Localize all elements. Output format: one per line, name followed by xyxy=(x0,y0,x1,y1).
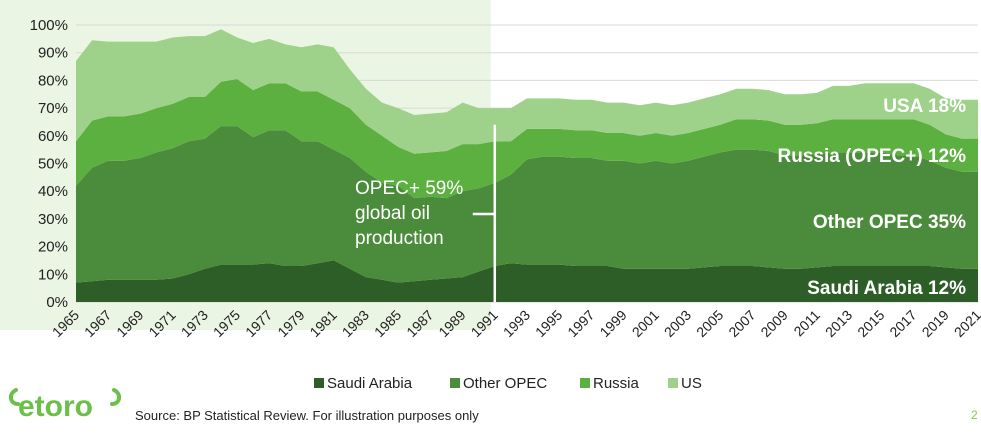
x-tick-label: 2007 xyxy=(725,307,758,340)
legend-swatch xyxy=(314,378,324,388)
x-tick-label: 1993 xyxy=(500,307,533,340)
x-tick-label: 2021 xyxy=(951,307,981,340)
opec-plus-annotation: OPEC+ 59% xyxy=(355,178,463,199)
legend-swatch xyxy=(450,378,460,388)
x-tick-label: 1997 xyxy=(564,307,597,340)
stacked-areas xyxy=(76,29,978,302)
opec-plus-annotation: global oil xyxy=(355,203,430,224)
x-tick-label: 1999 xyxy=(596,307,629,340)
y-axis-ticks: 0% 10% 20% 30% 40% 50% 60% 70% 80% 90% 100% xyxy=(30,17,68,311)
x-tick-label: 2011 xyxy=(790,307,823,340)
x-tick-label: 2017 xyxy=(886,307,919,340)
logo-text: etoro xyxy=(18,390,93,423)
share-annotation: USA 18% xyxy=(883,96,966,117)
logo-left-horn xyxy=(9,388,20,406)
area-russia xyxy=(76,79,978,199)
y-tick-label: 20% xyxy=(38,239,68,256)
legend-label: Russia xyxy=(593,375,640,392)
x-tick-label: 2019 xyxy=(919,307,952,340)
opec-plus-annotation: production xyxy=(355,228,444,249)
logo-right-horn xyxy=(110,388,121,406)
y-tick-label: 80% xyxy=(38,72,68,89)
x-tick-label: 2015 xyxy=(854,307,887,340)
legend-label: Saudi Arabia xyxy=(327,375,413,392)
share-annotation: Saudi Arabia 12% xyxy=(807,278,966,299)
source-note: Source: BP Statistical Review. For illus… xyxy=(135,408,479,423)
legend-label: US xyxy=(681,375,702,392)
share-annotation: Other OPEC 35% xyxy=(813,212,966,233)
annotations: OPEC+ 59% global oil production USA 18% Russ… xyxy=(355,96,966,299)
x-tick-label: 2003 xyxy=(661,307,694,340)
oil-production-chart: 0%10%20%30%40%50%60%70%80%90%100% 196519… xyxy=(0,0,981,392)
share-annotation: Russia (OPEC+) 12% xyxy=(778,146,967,167)
etoro-logo: etoro xyxy=(9,388,121,423)
area-us xyxy=(76,29,978,154)
y-tick-label: 40% xyxy=(38,183,68,200)
legend: Saudi Arabia Other OPEC Russia US xyxy=(314,375,702,392)
page-number: 2 xyxy=(971,408,978,422)
y-tick-label: 90% xyxy=(38,45,68,62)
x-tick-label: 2005 xyxy=(693,307,726,340)
y-tick-label: 0% xyxy=(46,294,68,311)
legend-label: Other OPEC xyxy=(463,375,547,392)
legend-swatch xyxy=(668,378,678,388)
y-tick-label: 10% xyxy=(38,266,68,283)
y-tick-label: 100% xyxy=(30,17,68,34)
y-tick-label: 70% xyxy=(38,100,68,117)
legend-swatch xyxy=(580,378,590,388)
y-tick-label: 30% xyxy=(38,211,68,228)
x-tick-label: 2013 xyxy=(822,307,855,340)
area-other-opec xyxy=(76,126,978,283)
y-tick-label: 60% xyxy=(38,128,68,145)
x-tick-label: 2001 xyxy=(629,307,662,340)
x-tick-label: 1995 xyxy=(532,307,565,340)
y-tick-label: 50% xyxy=(38,156,68,173)
area-saudi-arabia xyxy=(76,260,978,302)
x-tick-label: 2009 xyxy=(757,307,790,340)
